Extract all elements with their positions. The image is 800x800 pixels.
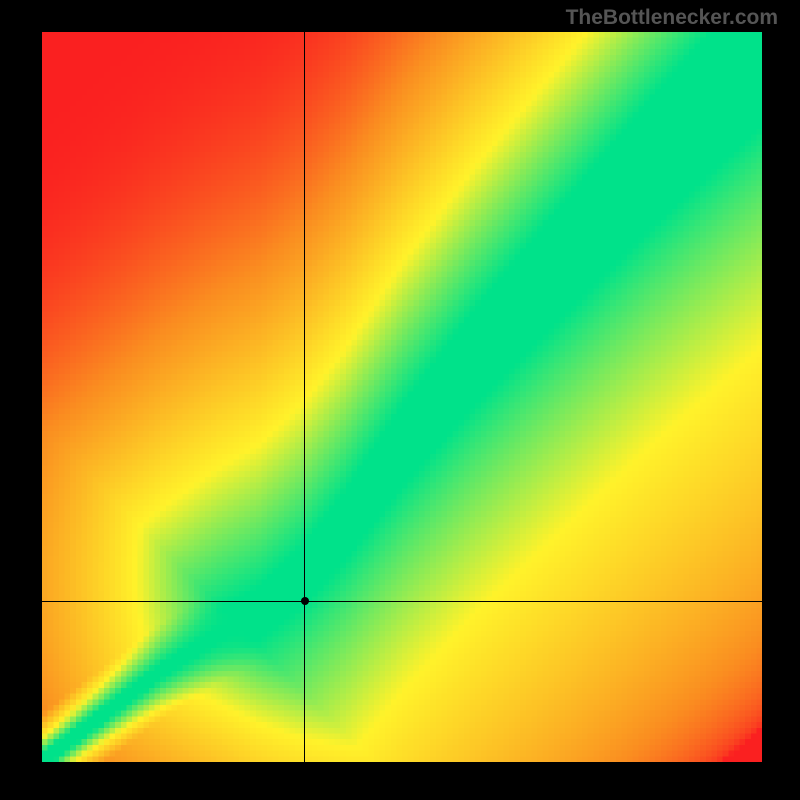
bottleneck-heatmap — [42, 32, 762, 762]
watermark-text: TheBottlenecker.com — [566, 6, 778, 30]
crosshair-vertical — [304, 32, 305, 762]
crosshair-horizontal — [42, 601, 762, 602]
chart-container: TheBottlenecker.com — [0, 0, 800, 800]
